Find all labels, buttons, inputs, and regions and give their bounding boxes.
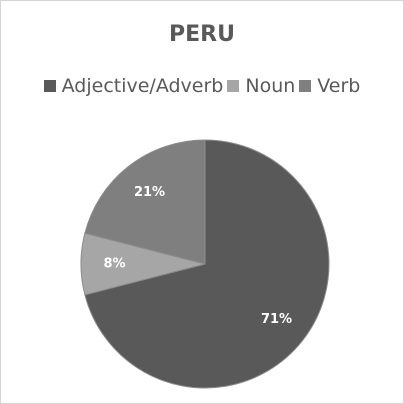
legend-swatch-noun	[227, 80, 240, 92]
data-label-verb: 21%	[134, 185, 165, 200]
legend-label-adjective-adverb: Adjective/Adverb	[61, 75, 224, 97]
legend: Adjective/Adverb Noun Verb	[1, 75, 403, 97]
pie-slice-verb	[84, 139, 206, 265]
legend-item-verb: Verb	[299, 75, 360, 97]
legend-item-adjective-adverb: Adjective/Adverb	[43, 75, 224, 97]
legend-swatch-adjective-adverb	[43, 80, 56, 92]
legend-label-noun: Noun	[245, 75, 296, 97]
data-label-noun: 8%	[103, 257, 125, 272]
chart-title: PERU	[169, 22, 235, 47]
pie-slice-adjective-adverb	[84, 139, 330, 389]
legend-item-noun: Noun	[227, 75, 295, 97]
data-label-adjective-adverb: 71%	[261, 312, 292, 327]
legend-swatch-verb	[299, 80, 312, 92]
legend-label-verb: Verb	[317, 75, 361, 97]
